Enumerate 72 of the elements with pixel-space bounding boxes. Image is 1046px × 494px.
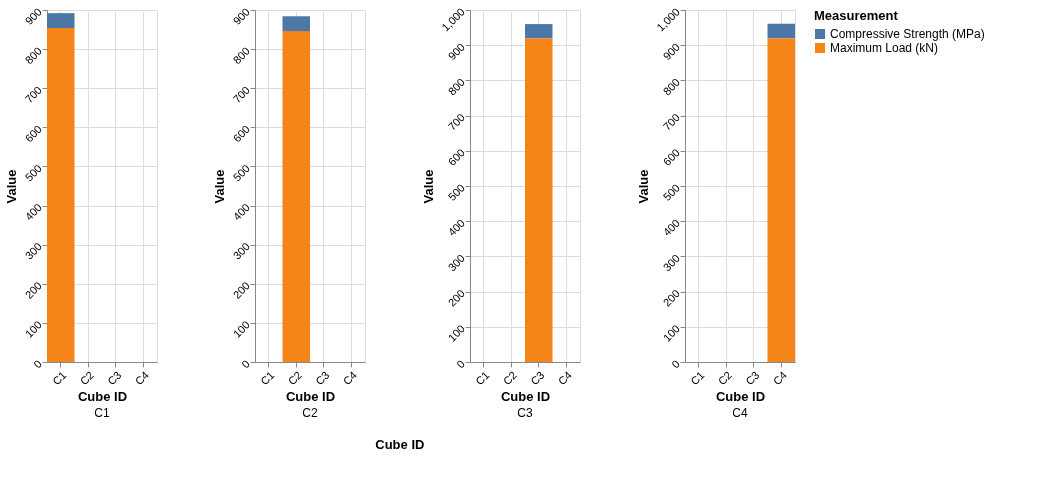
- y-axis-title: Value: [635, 169, 651, 204]
- x-tick-label: C1: [473, 368, 492, 388]
- y-axis-title: Value: [4, 169, 20, 204]
- x-tick-label: C2: [77, 368, 97, 388]
- x-tick-label: C2: [500, 368, 520, 388]
- x-tick-label: C4: [340, 368, 360, 388]
- y-tick-label: 600: [660, 146, 683, 168]
- x-tick-label: C3: [313, 368, 332, 388]
- y-tick-label: 600: [230, 122, 253, 145]
- y-tick-label: 300: [230, 240, 253, 262]
- y-tick-label: 900: [445, 40, 468, 63]
- y-tick-label: 800: [230, 44, 253, 67]
- y-tick-label: 0: [31, 357, 45, 371]
- y-tick-label: 800: [445, 75, 468, 98]
- y-tick-label: 400: [22, 201, 45, 223]
- y-tick-label: 900: [660, 40, 683, 63]
- y-tick-label: 600: [445, 146, 468, 168]
- x-tick-label: C3: [743, 368, 762, 388]
- y-tick-label: 0: [239, 357, 253, 371]
- y-tick-label: 800: [660, 75, 683, 98]
- y-tick-label: 400: [445, 216, 468, 239]
- text: C4: [732, 405, 748, 420]
- x-axis-title: Cube ID: [715, 389, 766, 405]
- y-tick-label: 300: [660, 251, 683, 274]
- y-tick-label: 100: [22, 318, 45, 340]
- text: Cube ID: [285, 389, 336, 405]
- y-tick-label: 100: [445, 322, 468, 344]
- y-tick-label: 0: [669, 357, 683, 371]
- x-tick-label: C1: [258, 368, 277, 388]
- y-tick-label: 700: [445, 111, 468, 133]
- x-axis-title: Cube ID: [500, 389, 551, 405]
- y-tick-label: 700: [230, 83, 253, 106]
- y-tick-label: 200: [445, 287, 468, 309]
- x-tick-label: C2: [715, 368, 735, 388]
- x-tick-label: C4: [770, 368, 790, 388]
- legend-label: Compressive Strength (MPa): [830, 27, 985, 41]
- y-tick-label: 500: [660, 181, 683, 204]
- y-tick-label: 200: [660, 287, 683, 309]
- y-tick-label: 500: [445, 181, 468, 204]
- y-axis-title: Value: [420, 169, 436, 204]
- y-tick-label: 200: [22, 279, 45, 301]
- legend-label: Maximum Load (kN): [830, 41, 939, 55]
- x-axis-title: Cube ID: [375, 437, 425, 453]
- text: C3: [517, 405, 533, 420]
- legend-title: Measurement: [814, 8, 899, 23]
- y-tick-label: 700: [660, 111, 683, 133]
- y-tick-label: 400: [230, 201, 253, 223]
- y-tick-label: 400: [660, 216, 683, 239]
- x-tick-label: C3: [528, 368, 547, 388]
- y-tick-label: 700: [22, 83, 45, 106]
- x-tick-label: C4: [555, 368, 575, 388]
- y-axis-title: Value: [212, 169, 228, 204]
- x-tick-label: C2: [285, 368, 305, 388]
- y-tick-label: 600: [22, 122, 45, 145]
- y-tick-label: 500: [22, 161, 45, 184]
- x-tick-label: C1: [688, 368, 707, 388]
- y-tick-label: 900: [230, 5, 253, 28]
- text: C2: [302, 405, 318, 420]
- y-tick-label: 300: [445, 251, 468, 274]
- x-tick-label: C3: [105, 368, 124, 388]
- x-tick-label: C4: [132, 368, 152, 388]
- y-tick-label: 300: [22, 240, 45, 262]
- y-tick-label: 100: [230, 318, 253, 340]
- x-tick-label: C1: [50, 368, 69, 388]
- y-tick-label: 100: [660, 322, 683, 344]
- y-tick-label: 500: [230, 161, 253, 184]
- text: C1: [94, 405, 110, 420]
- y-tick-label: 900: [22, 5, 45, 28]
- y-tick-label: 0: [454, 357, 468, 371]
- x-axis-title: Cube ID: [77, 389, 128, 405]
- y-tick-label: 800: [22, 44, 45, 67]
- y-tick-label: 200: [230, 279, 253, 301]
